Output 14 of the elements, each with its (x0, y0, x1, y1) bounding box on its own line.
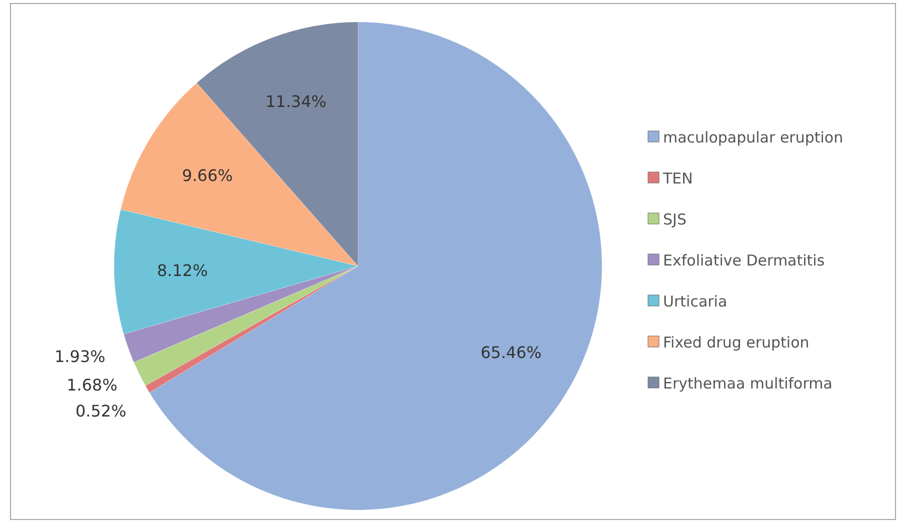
legend-label: maculopapular eruption (663, 128, 844, 146)
legend-label: TEN (662, 169, 693, 188)
data-label: 11.34% (265, 92, 326, 112)
data-label: 0.52% (75, 402, 126, 421)
data-label: 9.66% (182, 166, 233, 186)
legend-label: Erythemaa multiforma (663, 374, 832, 392)
legend-label: Exfoliative Dermatitis (663, 251, 825, 270)
legend-label: Fixed drug eruption (663, 333, 810, 352)
data-label: 1.93% (54, 347, 106, 366)
data-label: 65.46% (480, 342, 542, 362)
data-label: 8.12% (156, 260, 208, 280)
legend-label: Urticaria (663, 292, 728, 310)
data-label: 1.68% (66, 376, 118, 395)
legend-label: SJS (663, 210, 686, 228)
